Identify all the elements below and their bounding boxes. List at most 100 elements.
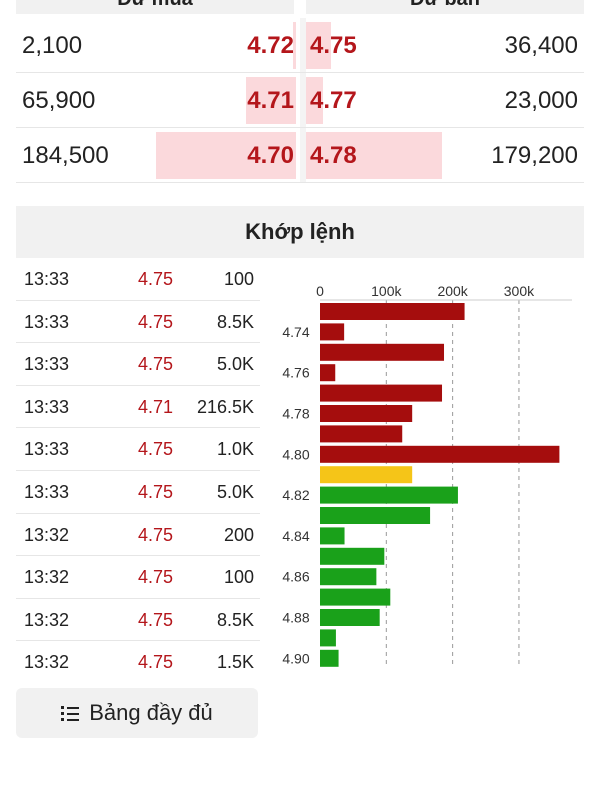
ask-volume: 179,200 [491,142,578,169]
trade-price: 4.75 [138,439,174,460]
trade-row: 13:33 4.75 100 [16,258,260,301]
trade-time: 13:32 [24,652,70,673]
row-separator [300,73,306,128]
x-tick-label: 300k [504,283,535,299]
trade-price: 4.75 [138,354,174,375]
ask-price[interactable]: 4.77 [310,87,357,114]
y-tick-label: 4.78 [282,406,309,422]
volume-bar [320,486,458,504]
ask-header: Dư bán [306,0,584,14]
y-tick-label: 4.80 [282,446,309,462]
volume-bar [320,425,403,443]
y-tick-label: 4.84 [282,528,309,544]
y-tick-label: 4.86 [282,569,309,585]
trade-row: 13:33 4.71 216.5K [16,386,260,429]
trade-time: 13:33 [24,269,70,289]
order-book-row: 65,900 4.71 4.77 23,000 [16,73,584,128]
x-tick-label: 0 [316,283,324,299]
trade-volume: 1.5K [216,652,254,673]
bid-volume: 184,500 [22,142,109,169]
trade-price: 4.75 [138,567,174,588]
bid-price[interactable]: 4.72 [247,32,294,59]
trade-row: 13:32 4.75 1.5K [16,641,260,684]
bid-volume: 65,900 [22,87,96,114]
trade-price: 4.75 [138,652,174,673]
trade-price: 4.71 [138,396,174,417]
trade-volume: 5.0K [216,354,254,375]
trade-volume: 216.5K [196,396,254,417]
ask-volume-bar [306,77,323,124]
trade-time: 13:32 [24,524,70,545]
trade-volume: 200 [223,524,254,545]
volume-bar [320,323,345,341]
trade-row: 13:32 4.75 100 [16,556,260,599]
trade-list: 13:33 4.75 100 13:33 4.75 8.5K 13:33 4.7… [16,258,260,684]
trade-price: 4.75 [138,269,174,289]
y-tick-label: 4.74 [282,324,309,340]
row-separator [300,18,306,73]
trade-volume: 100 [223,567,254,588]
row-separator [300,128,306,183]
trade-time: 13:33 [24,396,70,417]
trade-row: 13:32 4.75 200 [16,514,260,557]
volume-bar [320,466,413,484]
ask-volume-bar [306,22,331,69]
ask-price[interactable]: 4.75 [310,32,357,59]
volume-bar [320,343,445,361]
volume-bar [320,527,345,545]
bid-header: Dư mua [16,0,294,14]
match-section-title: Khớp lệnh [16,206,584,258]
volume-bar [320,364,336,382]
trade-time: 13:32 [24,609,70,630]
volume-bar [320,649,339,667]
trade-row: 13:33 4.75 8.5K [16,301,260,344]
bid-volume-bar [246,77,296,124]
bid-price[interactable]: 4.70 [247,142,294,169]
y-tick-label: 4.88 [282,610,309,626]
ask-volume: 23,000 [504,87,578,114]
ask-volume-bar [306,132,442,179]
bid-volume-bar [156,132,296,179]
full-table-label: Bảng đầy đủ [89,700,213,725]
volume-bar [320,568,377,586]
volume-by-price-chart: 0 100k 200k 300k 4.74 4.76 4.78 4.80 4.82 4.84 4.8… [282,283,572,668]
divider [16,127,584,128]
trade-price: 4.75 [138,609,174,630]
trade-volume: 5.0K [216,481,254,502]
trade-row: 13:33 4.75 5.0K [16,343,260,386]
bid-volume-bar [293,22,296,69]
volume-bar [320,547,385,565]
trade-row: 13:32 4.75 8.5K [16,599,260,642]
trade-price: 4.75 [138,311,174,332]
trade-volume: 8.5K [216,609,254,630]
volume-bar [320,303,465,320]
volume-bar [320,588,391,606]
trade-price: 4.75 [138,524,174,545]
trade-time: 13:33 [24,311,70,332]
order-book-row: 2,100 4.72 4.75 36,400 [16,18,584,73]
y-tick-label: 4.90 [282,650,309,666]
trade-row: 13:33 4.75 1.0K [16,428,260,471]
trade-time: 13:32 [24,567,70,588]
trade-volume: 1.0K [216,439,254,460]
divider [16,182,584,183]
volume-bar [320,507,431,524]
x-tick-label: 100k [371,283,402,299]
trade-volume: 8.5K [216,311,254,332]
volume-bar [320,445,560,463]
trade-price: 4.75 [138,481,174,502]
volume-bar [320,609,380,626]
list-icon [61,705,80,721]
trade-time: 13:33 [24,439,70,460]
y-tick-label: 4.76 [282,365,309,381]
volume-bar [320,405,413,422]
ask-price[interactable]: 4.78 [310,142,357,169]
full-table-button[interactable]: Bảng đầy đủ [16,688,258,738]
trade-row: 13:33 4.75 5.0K [16,471,260,514]
y-tick-label: 4.82 [282,487,309,503]
volume-bar [320,384,443,402]
divider [16,72,584,73]
bid-price[interactable]: 4.71 [247,87,294,114]
trade-volume: 100 [223,269,254,289]
x-tick-label: 200k [437,283,468,299]
